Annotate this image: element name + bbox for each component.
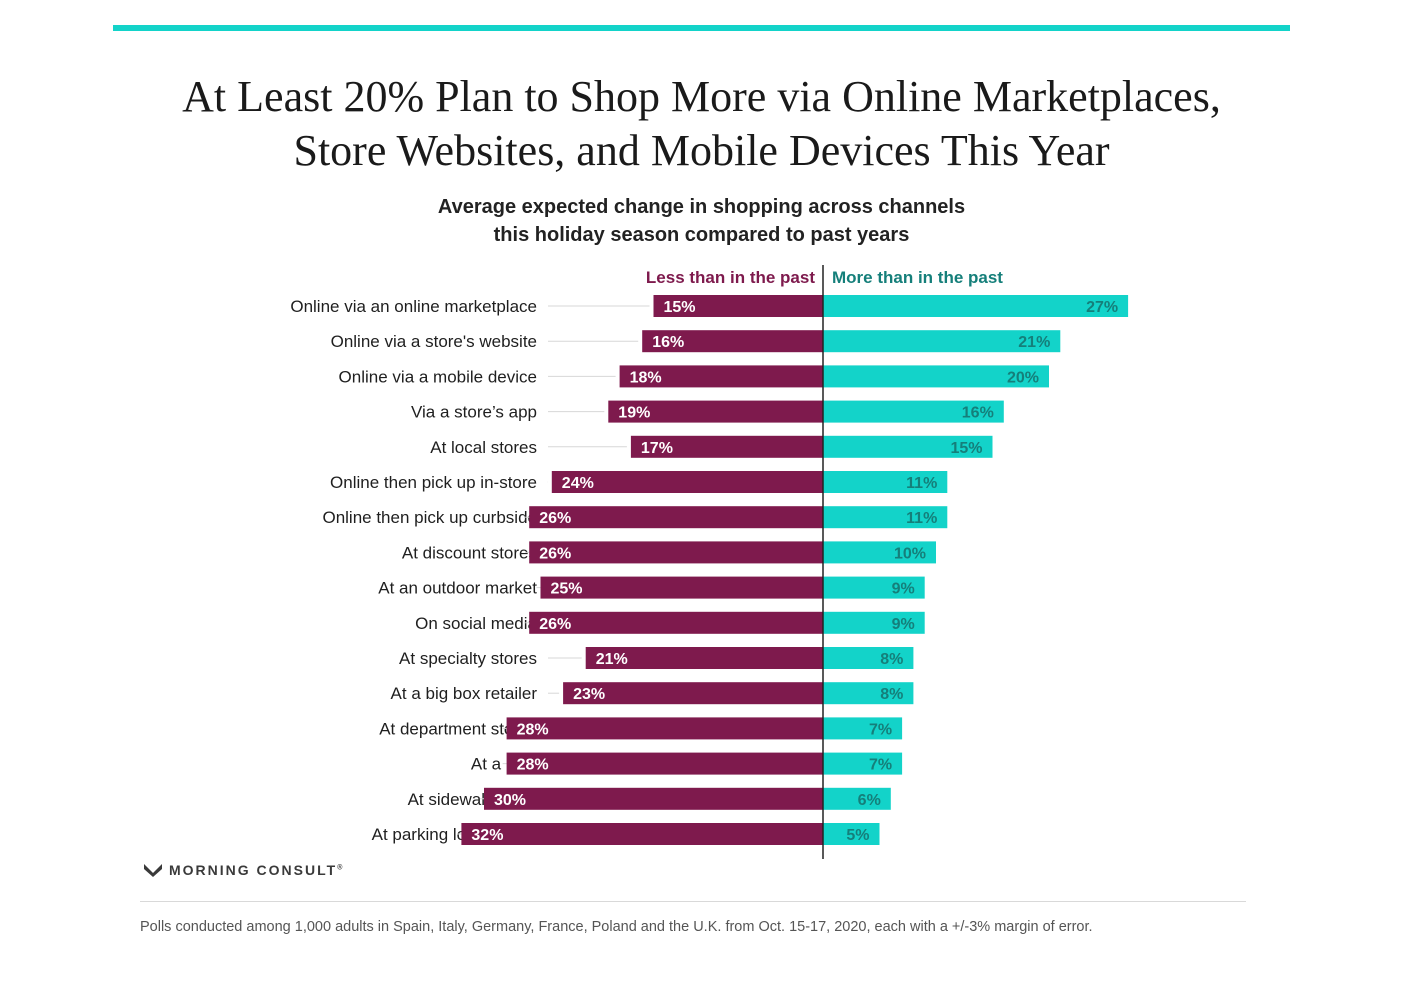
subtitle-line-2: this holiday season compared to past yea… — [493, 224, 910, 246]
bar-less — [608, 400, 823, 423]
bar-more — [823, 541, 936, 564]
bar-less-label: 26% — [539, 545, 571, 562]
bar-more-label: 7% — [869, 721, 892, 738]
bar-more — [823, 647, 914, 669]
bar-more — [823, 400, 1004, 423]
bar-more — [823, 682, 914, 705]
top-accent-rule — [113, 25, 1290, 31]
chart-title: At Least 20% Plan to Shop More via Onlin… — [100, 70, 1303, 178]
bar-less-label: 32% — [471, 827, 503, 844]
bar-more-label: 16% — [962, 405, 994, 422]
category-label: Online then pick up in-store — [330, 473, 537, 492]
bar-less — [529, 611, 823, 634]
bar-less-label: 24% — [562, 475, 594, 492]
subtitle-line-1: Average expected change in shopping acro… — [437, 196, 966, 218]
category-label: Online then pick up curbside — [322, 508, 537, 527]
legend-less: Less than in the past — [646, 268, 815, 287]
category-label: Via a store’s app — [411, 403, 537, 422]
bar-less — [529, 506, 823, 529]
category-label: Online via a store's website — [331, 332, 537, 351]
footer-divider — [140, 901, 1246, 902]
bar-less — [653, 295, 823, 317]
title-line-1: At Least 20% Plan to Shop More via Onlin… — [182, 72, 1221, 121]
category-label: At local stores — [430, 438, 537, 457]
bar-less-label: 25% — [551, 581, 583, 598]
bar-more-label: 7% — [869, 757, 892, 774]
bar-more-label: 9% — [892, 581, 915, 598]
bar-more — [823, 787, 891, 810]
category-label: At discount stores — [402, 543, 537, 562]
bar-more — [823, 365, 1049, 388]
brand-logo: MORNING CONSULT® — [143, 862, 344, 878]
category-label: At an outdoor market — [378, 579, 537, 598]
bar-more — [823, 506, 948, 529]
bar-more-label: 21% — [1018, 334, 1050, 351]
bar-less-label: 19% — [618, 405, 650, 422]
legend-more: More than in the past — [832, 268, 1003, 287]
bar-more-label: 9% — [892, 616, 915, 633]
category-label: At specialty stores — [399, 649, 537, 668]
bar-less-label: 15% — [664, 299, 696, 316]
brand-logo-text: MORNING CONSULT® — [169, 862, 345, 878]
bar-more-label: 27% — [1086, 299, 1118, 316]
bar-more-label: 11% — [906, 510, 937, 527]
bar-less — [563, 682, 823, 705]
bar-more-label: 6% — [858, 792, 881, 809]
category-label: Online via an online marketplace — [290, 297, 537, 316]
bar-less — [529, 541, 823, 564]
bar-less-label: 28% — [517, 721, 549, 738]
bar-less — [506, 717, 823, 740]
bar-more — [823, 435, 993, 458]
bar-more — [823, 823, 880, 845]
bar-more — [823, 295, 1129, 317]
bar-less — [506, 752, 823, 775]
bar-less-label: 16% — [652, 334, 684, 351]
bar-more-label: 8% — [880, 686, 903, 703]
bar-more — [823, 471, 948, 493]
bar-more-label: 10% — [894, 545, 926, 562]
bar-more-label: 11% — [906, 475, 937, 492]
bar-less — [630, 435, 823, 458]
bar-less — [551, 471, 823, 493]
category-label: At department stores — [379, 719, 537, 738]
bar-more — [823, 752, 903, 775]
bar-less — [540, 576, 823, 599]
category-label: Online via a mobile device — [339, 367, 537, 386]
bar-less-label: 18% — [630, 369, 662, 386]
bar-more-label: 8% — [880, 651, 903, 668]
bar-more-label: 15% — [950, 440, 982, 457]
bar-less-label: 28% — [517, 757, 549, 774]
bar-less-label: 26% — [539, 616, 571, 633]
category-label: On social media — [415, 614, 537, 633]
bar-less — [484, 787, 823, 810]
methodology-footnote: Polls conducted among 1,000 adults in Sp… — [140, 919, 1093, 935]
bar-less — [461, 823, 823, 845]
bar-more — [823, 717, 903, 740]
chart-subtitle: Average expected change in shopping acro… — [300, 193, 1103, 249]
title-line-2: Store Websites, and Mobile Devices This … — [293, 126, 1110, 175]
bar-more — [823, 576, 925, 599]
bar-more-label: 20% — [1007, 369, 1039, 386]
bar-less — [585, 647, 823, 669]
bar-less — [619, 365, 823, 388]
bar-less-label: 23% — [573, 686, 605, 703]
bar-more-label: 5% — [846, 827, 869, 844]
category-label: At a big box retailer — [391, 684, 538, 703]
bar-more — [823, 330, 1061, 353]
bar-less — [642, 330, 823, 353]
bar-less-label: 30% — [494, 792, 526, 809]
bar-less-label: 17% — [641, 440, 673, 457]
morning-consult-m-icon — [144, 864, 162, 877]
bar-less-label: 26% — [539, 510, 571, 527]
bar-more — [823, 611, 925, 634]
bar-less-label: 21% — [596, 651, 628, 668]
